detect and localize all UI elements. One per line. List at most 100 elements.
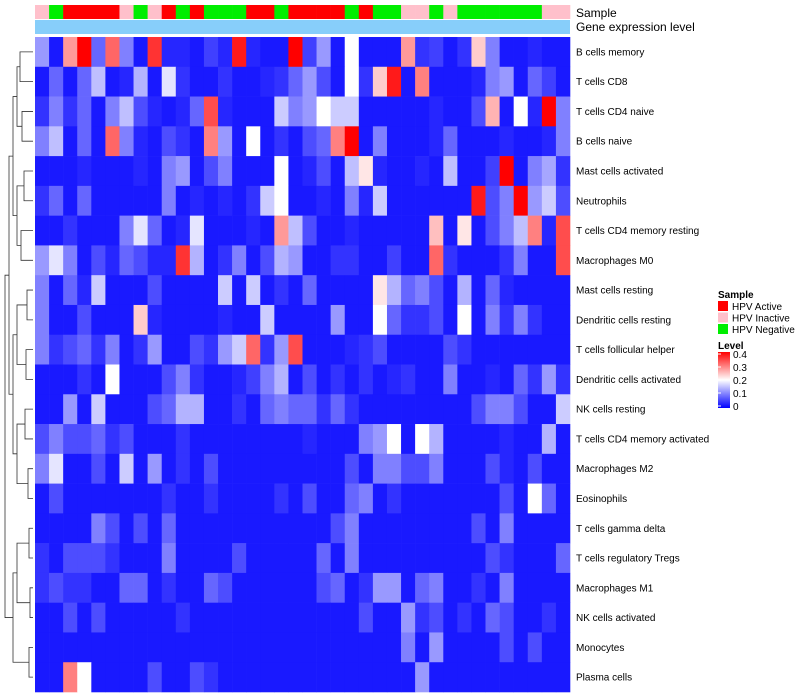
heatmap-cell [49,245,64,276]
heatmap-cell [555,126,571,157]
heatmap-cell [415,156,430,187]
heatmap-cell [485,572,500,603]
heatmap-cell [218,394,233,425]
heatmap-cell [260,364,275,395]
heatmap-cell [541,245,557,276]
heatmap-cell [401,245,416,276]
heatmap-cell [232,572,247,603]
heatmap-cell [527,602,543,633]
heatmap-cell [77,453,92,484]
heatmap-cell [246,513,261,544]
heatmap-cell [288,245,303,276]
heatmap-cell [161,275,177,306]
sample-legend-swatch [718,312,728,323]
heatmap-cell [485,662,500,693]
heatmap-cell [119,364,134,395]
heatmap-cell [91,96,106,127]
heatmap-cell [541,185,557,216]
heatmap-cell [330,334,346,365]
heatmap-cell [372,275,388,306]
heatmap-cell [401,66,416,97]
heatmap-cell [161,424,177,455]
heatmap-cell [401,572,416,603]
heatmap-cell [63,156,78,187]
heatmap-cell [288,215,303,246]
dendrogram-branch [19,51,33,83]
sample-annotation-cell [91,5,106,19]
heatmap-cell [161,543,177,574]
heatmap-cell [274,185,289,216]
heatmap-cell [555,513,571,544]
heatmap-cell [372,394,388,425]
heatmap-cell [288,66,303,97]
heatmap-cell [49,453,64,484]
heatmap-cell [274,96,289,127]
heatmap-cell [443,453,458,484]
heatmap-cell [429,632,444,663]
heatmap-cell [513,185,529,216]
heatmap-cell [175,632,191,663]
heatmap-cell [63,96,78,127]
heatmap-cell [232,66,247,97]
sample-annotation-cell [161,5,177,19]
heatmap-cell [344,304,360,336]
heatmap-cell [274,275,289,306]
heatmap-cell [302,156,317,187]
heatmap-cell [189,185,205,216]
heatmap-cell [471,572,486,603]
heatmap-cell [443,394,458,425]
heatmap-cell [429,662,444,693]
heatmap-cell [302,126,317,157]
heatmap-cell [161,185,177,216]
heatmap-cell [49,275,64,306]
heatmap-cell [302,572,317,603]
dendrogram-branch [28,527,33,559]
heatmap-cell [232,662,247,693]
heatmap-cell [485,245,500,276]
heatmap-cell [232,215,247,246]
heatmap-cell [471,96,486,127]
heatmap-cell [274,632,289,663]
heatmap-cell [246,66,261,97]
row-dendrogram [4,51,33,678]
heatmap-cell [175,215,191,246]
heatmap-cell [485,394,500,425]
heatmap-cell [471,334,486,365]
heatmap-cell [513,96,529,127]
expression-annotation-bar [35,20,570,34]
heatmap-cell [232,513,247,544]
heatmap-cell [63,483,78,514]
heatmap-cell [35,513,50,544]
heatmap-cell [344,394,360,425]
heatmap-cell [302,37,317,68]
heatmap-cell [161,96,177,127]
heatmap-cell [541,126,557,157]
heatmap-cell [175,424,191,455]
heatmap-cell [260,215,275,246]
heatmap-cell [316,304,331,336]
heatmap-cell [288,453,303,484]
heatmap-cell [133,424,148,455]
sample-annotation-cell [386,5,402,19]
heatmap-cell [63,215,78,246]
heatmap-cell [232,364,247,395]
heatmap-cell [161,632,177,663]
heatmap-cell [386,304,402,336]
heatmap-cell [485,424,500,455]
heatmap-cell [161,602,177,633]
heatmap-cell [105,96,120,127]
heatmap-cell [330,66,346,97]
heatmap-cell [485,453,500,484]
heatmap-cell [77,543,92,574]
heatmap-cell [133,662,148,693]
heatmap-cell [386,424,402,455]
row-label: Eosinophils [576,494,627,505]
heatmap-cell [175,37,191,68]
heatmap-cell [203,37,219,68]
heatmap-cell [91,453,106,484]
heatmap-cell [485,156,500,187]
heatmap-cell [274,245,289,276]
row-label: Macrophages M1 [576,583,654,594]
sample-annotation-cell [232,5,247,19]
heatmap-cell [471,185,486,216]
